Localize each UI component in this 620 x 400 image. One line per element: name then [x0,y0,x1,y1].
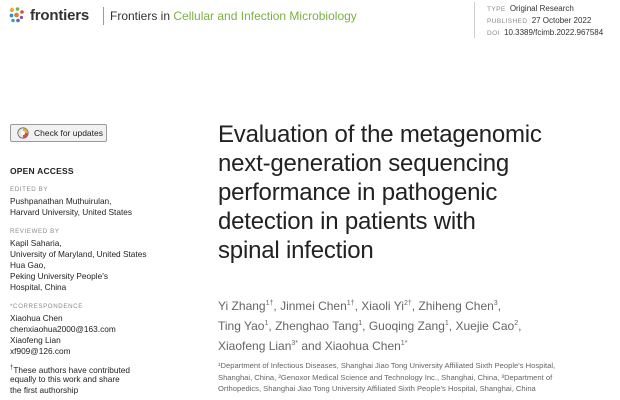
edited-by-label: EDITED BY [10,186,49,193]
check-for-updates-icon [17,127,29,139]
published-label: PUBLISHED [487,18,528,25]
author[interactable]: Xiaoli Yi2† [361,299,412,313]
journal-title[interactable]: Frontiers in Cellular and Infection Micr… [110,9,357,23]
author-list: Yi Zhang1†, Jinmei Chen1†, Xiaoli Yi2†, … [218,299,522,353]
equal-contribution-note-line1: †These authors have contributed [10,363,130,375]
type-value: Original Research [509,4,574,13]
reviewer-1-affiliation: University of Maryland, United States [10,249,147,259]
corr-1-email[interactable]: chenxiaohua2000@163.com [10,324,116,334]
published-value: 27 October 2022 [531,16,592,25]
corr-2-email[interactable]: xf909@126.com [10,346,71,356]
article-title: Evaluation of the metagenomic next-gener… [218,120,613,265]
author[interactable]: Xuejie Cao2 [455,319,519,333]
header-divider [103,7,104,25]
title-line: Evaluation of the metagenomic [218,121,542,148]
author[interactable]: Ting Yao1 [218,319,269,333]
title-line: detection in patients with [218,208,476,235]
affiliations: ¹Department of Infectious Diseases, Shan… [218,360,618,395]
equal-contribution-note-line3: the first authorship [10,385,79,395]
title-line: next-generation sequencing [218,150,510,177]
open-access-label: OPEN ACCESS [10,166,74,176]
author[interactable]: Xiaohua Chen1* [324,339,408,353]
title-line: performance in pathogenic [218,179,498,206]
editor-name: Pushpanathan Muthuirulan, [10,196,112,206]
doi[interactable]: DOI 10.3389/fcimb.2022.967584 [487,28,603,37]
author[interactable]: Xiaofeng Lian3* [218,339,299,353]
affiliation-line: Shanghai, China, ²Genoxor Medical Scienc… [218,372,553,382]
type-label: TYPE [487,6,506,13]
doi-label: DOI [487,30,500,37]
reviewer-2-name: Hua Gao, [10,260,46,270]
reviewer-1-name: Kapil Saharia, [10,238,62,248]
check-for-updates-label: Check for updates [34,128,103,138]
article-type: TYPE Original Research [487,4,574,13]
author[interactable]: Jinmei Chen1† [280,299,355,313]
frontiers-logo[interactable]: frontiers [8,6,89,24]
author[interactable]: Zhenghao Tang1 [275,319,363,333]
affiliation-line: Orthopedics, Shanghai Jiao Tong Universi… [218,384,536,393]
doi-value[interactable]: 10.3389/fcimb.2022.967584 [504,28,604,37]
reviewer-2-affiliation-line2: Hospital, China [10,282,67,292]
meta-divider [474,2,475,38]
author[interactable]: Zhiheng Chen3 [418,299,498,313]
reviewer-2-affiliation-line1: Peking University People's [10,271,108,281]
corr-1-name: Xiaohua Chen [10,313,63,323]
note-line1: These authors have contributed [13,364,131,375]
title-line: spinal infection [218,237,374,264]
dagger-mark: † [10,365,14,371]
frontiers-dots-icon [9,7,24,23]
author[interactable]: Yi Zhang1† [218,299,274,313]
editor-affiliation: Harvard University, United States [10,207,133,217]
published-date: PUBLISHED 27 October 2022 [487,16,591,25]
correspondence-label: *CORRESPONDENCE [10,303,83,310]
check-for-updates-button[interactable]: Check for updates [10,124,107,142]
reviewed-by-label: REVIEWED BY [10,228,60,235]
journal-name: Cellular and Infection Microbiology [173,9,357,23]
equal-contribution-note-line2: equally to this work and share [10,374,120,384]
logo-text: frontiers [30,6,90,24]
corr-2-name: Xiaofeng Lian [10,335,61,345]
journal-prefix: Frontiers in [110,9,174,23]
affiliation-line: ¹Department of Infectious Diseases, Shan… [218,361,556,370]
author[interactable]: Guoqing Zang1 [368,319,449,333]
